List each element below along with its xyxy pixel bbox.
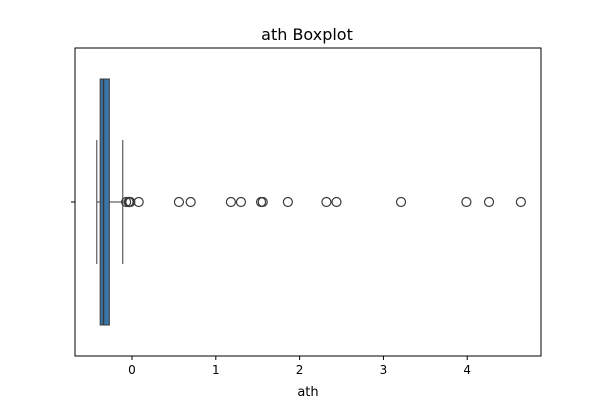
x-tick-label: 1 bbox=[212, 363, 220, 377]
outlier-point bbox=[121, 196, 132, 208]
x-tick-label: 0 bbox=[128, 363, 136, 377]
outlier-point bbox=[173, 196, 185, 208]
outlier-point bbox=[483, 196, 495, 208]
x-axis-label: ath bbox=[297, 385, 318, 400]
x-tick-label: 3 bbox=[380, 363, 388, 377]
x-axis: 0 1 2 3 4 bbox=[128, 356, 471, 377]
outlier-point bbox=[133, 196, 144, 208]
box-iqr bbox=[99, 78, 110, 326]
outlier-point bbox=[331, 196, 342, 208]
outlier-point bbox=[282, 196, 293, 208]
x-tick-label: 2 bbox=[296, 363, 304, 377]
outlier-point bbox=[395, 196, 407, 208]
outlier-point bbox=[235, 196, 247, 208]
outlier-point bbox=[257, 196, 268, 208]
plot-area bbox=[96, 78, 526, 326]
outlier-point bbox=[185, 196, 196, 208]
outlier-point bbox=[461, 196, 472, 208]
outlier-point bbox=[515, 196, 526, 208]
outlier-point bbox=[321, 196, 332, 208]
outlier-point bbox=[225, 196, 236, 208]
x-tick-label: 4 bbox=[463, 363, 471, 377]
chart-title: ath Boxplot bbox=[261, 25, 353, 44]
outlier-point bbox=[125, 196, 136, 208]
